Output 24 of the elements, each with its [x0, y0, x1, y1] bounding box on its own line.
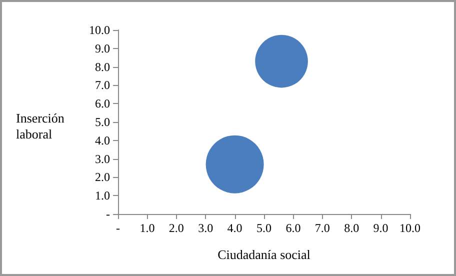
- y-axis-title: Inserción laboral: [16, 110, 68, 142]
- y-tick-label: 3.0: [95, 152, 110, 166]
- y-tick-label: 4.0: [95, 133, 110, 148]
- x-tick-label: 1.0: [140, 221, 155, 235]
- y-tick-label: 6.0: [95, 96, 110, 111]
- x-tick-label: 7.0: [314, 221, 330, 235]
- y-tick-label: 8.0: [95, 60, 110, 74]
- y-tick-label: 2.0: [95, 170, 110, 184]
- x-tick-label: 5.0: [256, 221, 272, 235]
- y-tick-label: -: [106, 207, 110, 221]
- x-axis-title: Ciudadanía social: [218, 247, 311, 262]
- y-tick-label: 10.0: [89, 23, 110, 37]
- x-tick-label: 10.0: [400, 221, 420, 235]
- y-tick-label: 9.0: [95, 41, 110, 56]
- x-tick-label: -: [116, 221, 120, 235]
- y-tick-label: 1.0: [95, 188, 110, 203]
- x-tick-label: 9.0: [373, 221, 388, 235]
- x-tick-label: 3.0: [198, 221, 214, 235]
- x-tick-label: 6.0: [286, 221, 301, 235]
- y-tick-label: 7.0: [95, 78, 110, 92]
- x-tick-label: 2.0: [168, 221, 184, 235]
- x-tick-label: 8.0: [344, 221, 360, 235]
- y-tick-label: 5.0: [95, 115, 110, 129]
- x-tick-label: 4.0: [227, 221, 242, 235]
